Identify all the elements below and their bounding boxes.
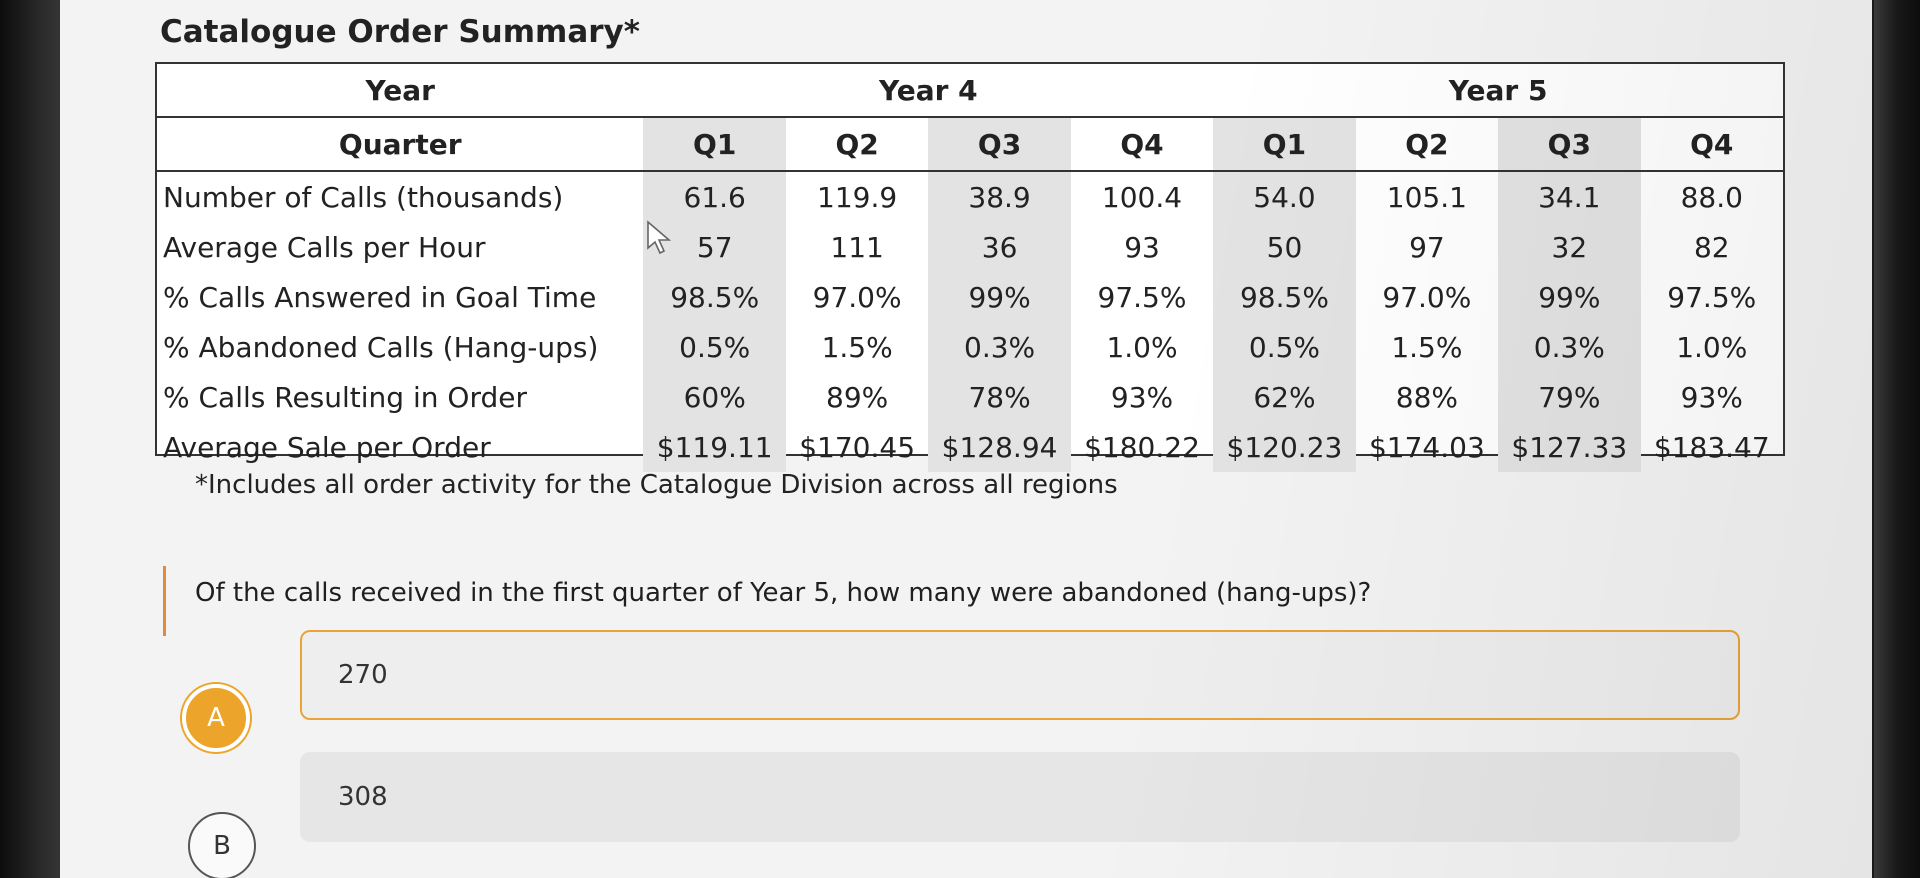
question-text: Of the calls received in the first quart… [195,578,1372,608]
table-cell: $127.33 [1498,422,1641,472]
table-title: Catalogue Order Summary* [160,14,640,50]
table-cell: 38.9 [928,171,1071,222]
order-summary-table: Year Year 4 Year 5 Quarter Q1 Q2 Q3 Q4 Q… [155,62,1785,472]
table-row: Average Calls per Hour 57 111 36 93 50 9… [157,222,1783,272]
table-row: % Abandoned Calls (Hang-ups) 0.5% 1.5% 0… [157,322,1783,372]
table-cell: 97.0% [1382,280,1472,314]
table-cell: 119.9 [817,180,898,214]
table-cell: 1.0% [1106,330,1178,364]
quarter-header: Q4 [1640,117,1783,172]
table-cell: 0.5% [1213,322,1356,372]
table-cell: 93% [1110,380,1174,414]
test-page: Catalogue Order Summary* Year Year 4 Yea… [60,0,1872,878]
row-label: Number of Calls (thousands) [163,180,564,214]
table-cell: 99% [1498,272,1641,322]
quarter-header: Q2 [785,117,929,172]
table-cell: 89% [826,380,889,414]
table-cell: 62% [1213,372,1356,422]
table-cell: 57 [643,222,786,272]
year-header-row: Year Year 4 Year 5 [157,64,1783,118]
table-cell: $119.11 [643,422,786,472]
table-cell: 0.5% [643,322,786,372]
table-cell: 82 [1693,230,1730,264]
monitor-bezel-left [0,0,70,878]
quarter-header: Q4 [1070,117,1214,172]
table-cell: 99% [928,272,1071,322]
table-row: % Calls Resulting in Order 60% 89% 78% 9… [157,372,1783,422]
table-cell: 1.0% [1676,330,1748,364]
table-cell: 111 [830,230,884,264]
table-cell: 97.5% [1097,280,1187,314]
table-cell: 34.1 [1498,171,1641,222]
question-accent-bar [163,566,166,636]
table-row: Number of Calls (thousands) 61.6 119.9 3… [157,171,1783,222]
table-row: Average Sale per Order $119.11 $170.45 $… [157,422,1783,472]
table-row: % Calls Answered in Goal Time 98.5% 97.0… [157,272,1783,322]
table-cell: 54.0 [1213,171,1356,222]
table-footnote: *Includes all order activity for the Cat… [195,470,1118,500]
quarter-header-label: Quarter [157,117,644,172]
table-cell: 61.6 [643,171,786,222]
table-cell: 0.3% [928,322,1071,372]
table-cell: $180.22 [1084,430,1200,464]
table-cell: 93% [1680,380,1743,414]
table-cell: 36 [928,222,1071,272]
answer-option-b-text: 308 [338,782,388,812]
monitor-bezel-right [1874,0,1920,878]
quarter-header: Q2 [1355,117,1499,172]
year-5-header: Year 5 [1213,64,1783,118]
quarter-header: Q1 [1213,117,1356,172]
table-cell: 93 [1124,230,1160,264]
table-cell: 98.5% [1213,272,1356,322]
option-a-badge[interactable]: A [182,684,250,752]
table-cell: 97 [1409,230,1445,264]
row-label: Average Calls per Hour [163,230,486,264]
table-cell: $170.45 [799,430,916,464]
quarter-header: Q1 [643,117,786,172]
table-cell: 60% [643,372,786,422]
table-cell: 98.5% [643,272,786,322]
table-cell: 1.5% [821,330,893,364]
table-cell: 1.5% [1391,330,1463,364]
table-cell: 97.5% [1667,280,1757,314]
quarter-header: Q3 [1498,117,1641,172]
year-header-label: Year [157,64,644,118]
table-cell: 32 [1498,222,1641,272]
table-cell: $183.47 [1653,430,1770,464]
row-label: % Calls Resulting in Order [163,380,527,414]
table-cell: 79% [1498,372,1641,422]
table-cell: 97.0% [812,280,902,314]
table-cell: 88.0 [1680,180,1743,214]
answer-option-a[interactable]: 270 [300,630,1740,720]
year-4-header: Year 4 [643,64,1214,118]
answer-option-b[interactable]: 308 [300,752,1740,842]
table-cell: 105.1 [1386,180,1467,214]
table-cell: 78% [928,372,1071,422]
mouse-cursor-icon [647,220,672,255]
screen: Catalogue Order Summary* Year Year 4 Yea… [60,0,1872,878]
quarter-header-row: Quarter Q1 Q2 Q3 Q4 Q1 Q2 Q3 Q4 [157,117,1783,172]
table-cell: $120.23 [1213,422,1356,472]
table-cell: 50 [1213,222,1356,272]
row-label: Average Sale per Order [163,430,491,464]
row-label: % Abandoned Calls (Hang-ups) [163,330,599,364]
quarter-header: Q3 [928,117,1071,172]
table-cell: 88% [1395,380,1458,414]
answer-option-a-text: 270 [338,660,388,690]
table-cell: $174.03 [1368,430,1485,464]
table-cell: 0.3% [1498,322,1641,372]
option-b-badge[interactable]: B [188,812,256,878]
table-cell: 100.4 [1101,180,1183,214]
row-label: % Calls Answered in Goal Time [163,280,597,314]
table-cell: $128.94 [928,422,1071,472]
